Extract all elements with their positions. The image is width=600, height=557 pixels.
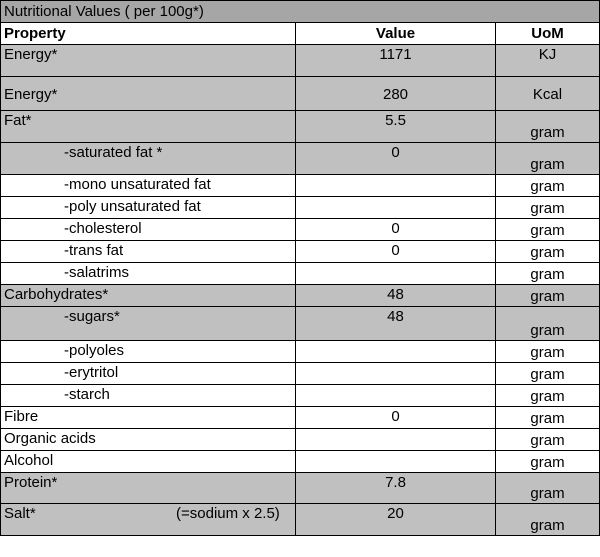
row-value: 280: [295, 76, 496, 111]
table-row: Organic acids gram: [0, 428, 600, 451]
row-uom: gram: [494, 240, 600, 263]
row-property: -mono unsaturated fat: [0, 174, 296, 197]
row-uom: KJ: [494, 44, 600, 77]
row-uom: gram: [494, 503, 600, 536]
row-property: -starch: [0, 384, 296, 407]
table-title: Nutritional Values ( per 100g*): [0, 0, 600, 23]
table-row: Carbohydrates* 48 gram: [0, 284, 600, 307]
row-value: [295, 174, 496, 197]
row-property: Fibre: [0, 406, 296, 429]
row-value: [295, 196, 496, 219]
row-property: -cholesterol: [0, 218, 296, 241]
table-row: Energy* 280 Kcal: [0, 76, 600, 111]
nutrition-table-container: Nutritional Values ( per 100g*) Property…: [0, 0, 600, 536]
row-value: [295, 428, 496, 451]
table-row: Protein* 7.8 gram: [0, 472, 600, 504]
row-value: [295, 362, 496, 385]
row-uom: gram: [494, 262, 600, 285]
row-uom: gram: [494, 406, 600, 429]
table-row: -poly unsaturated fat gram: [0, 196, 600, 219]
row-value: [295, 384, 496, 407]
row-property: Salt* (=sodium x 2.5): [0, 503, 296, 536]
sodium-conversion-note: (=sodium x 2.5): [176, 505, 280, 522]
table-row: -polyoles gram: [0, 340, 600, 363]
table-row: Fat* 5.5 gram: [0, 110, 600, 143]
row-property: -sugars*: [0, 306, 296, 341]
header-property: Property: [0, 22, 296, 45]
row-value: 48: [295, 284, 496, 307]
table-row: Energy* 1171 KJ: [0, 44, 600, 77]
row-property: Carbohydrates*: [0, 284, 296, 307]
row-uom: gram: [494, 110, 600, 143]
row-uom: gram: [494, 450, 600, 473]
row-property: Fat*: [0, 110, 296, 143]
row-value: 0: [295, 406, 496, 429]
table-row: -erytritol gram: [0, 362, 600, 385]
row-uom: gram: [494, 196, 600, 219]
row-value: 48: [295, 306, 496, 341]
table-row: -starch gram: [0, 384, 600, 407]
row-property: -saturated fat *: [0, 142, 296, 175]
row-uom: gram: [494, 384, 600, 407]
row-value: [295, 340, 496, 363]
row-value: [295, 262, 496, 285]
table-row: -cholesterol 0 gram: [0, 218, 600, 241]
row-property: -poly unsaturated fat: [0, 196, 296, 219]
row-value: 1171: [295, 44, 496, 77]
row-property: -erytritol: [0, 362, 296, 385]
row-property: -trans fat: [0, 240, 296, 263]
row-uom: gram: [494, 306, 600, 341]
table-row: -sugars* 48 gram: [0, 306, 600, 341]
table-title-row: Nutritional Values ( per 100g*): [0, 0, 600, 23]
table-row: -salatrims gram: [0, 262, 600, 285]
row-property: Protein*: [0, 472, 296, 504]
row-property: -polyoles: [0, 340, 296, 363]
row-property: Energy*: [0, 76, 296, 111]
row-property: Energy*: [0, 44, 296, 77]
row-uom: gram: [494, 362, 600, 385]
table-row: Fibre 0 gram: [0, 406, 600, 429]
row-property: -salatrims: [0, 262, 296, 285]
row-value: 5.5: [295, 110, 496, 143]
row-property: Organic acids: [0, 428, 296, 451]
row-property-label: Salt*: [4, 505, 36, 522]
table-row: -saturated fat * 0 gram: [0, 142, 600, 175]
row-value: [295, 450, 496, 473]
header-value: Value: [295, 22, 496, 45]
table-row: -mono unsaturated fat gram: [0, 174, 600, 197]
row-uom: gram: [494, 218, 600, 241]
row-uom: gram: [494, 284, 600, 307]
row-value: 0: [295, 240, 496, 263]
header-uom: UoM: [494, 22, 600, 45]
nutrition-table: Nutritional Values ( per 100g*) Property…: [0, 0, 600, 536]
row-uom: gram: [494, 472, 600, 504]
row-property: Alcohol: [0, 450, 296, 473]
row-value: 0: [295, 218, 496, 241]
row-uom: Kcal: [494, 76, 600, 111]
salt-cell: Salt* (=sodium x 2.5): [4, 505, 292, 522]
table-row: Salt* (=sodium x 2.5) 20 gram: [0, 503, 600, 536]
row-uom: gram: [494, 174, 600, 197]
row-value: 0: [295, 142, 496, 175]
row-uom: gram: [494, 340, 600, 363]
row-uom: gram: [494, 142, 600, 175]
table-header-row: Property Value UoM: [0, 22, 600, 45]
row-uom: gram: [494, 428, 600, 451]
row-value: 20: [295, 503, 496, 536]
table-row: -trans fat 0 gram: [0, 240, 600, 263]
row-value: 7.8: [295, 472, 496, 504]
table-row: Alcohol gram: [0, 450, 600, 473]
